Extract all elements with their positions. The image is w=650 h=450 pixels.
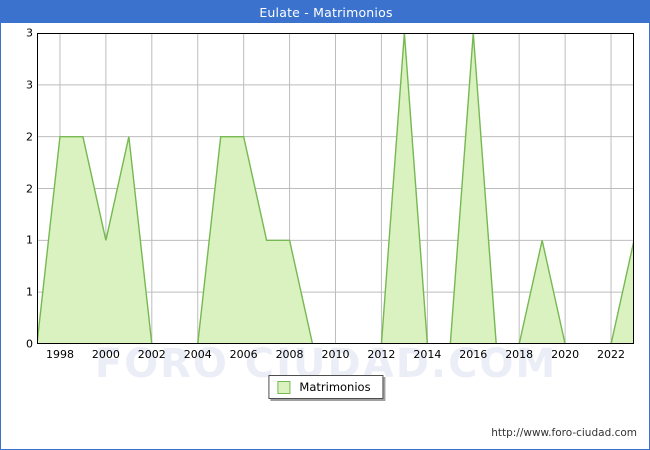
legend-label-matrimonios: Matrimonios [299,380,371,394]
series-group [37,33,634,344]
plot-frame [37,33,634,344]
x-tick-label: 2010 [321,348,350,361]
y-tick-label: 2 [26,130,33,144]
legend-swatch-matrimonios [277,380,291,394]
area-chart-svg [37,33,634,344]
y-tick-label: 2 [26,182,33,195]
series-area-0 [37,33,634,344]
y-tick-label: 1 [26,233,33,247]
y-tick-label: 0 [26,337,33,351]
y-tick-label: 3 [26,26,33,40]
chart-legend[interactable]: Matrimonios [268,375,384,399]
x-tick-label: 1998 [45,348,74,361]
x-tick-label: 2006 [229,348,258,361]
x-tick-label: 2022 [597,348,626,361]
y-tick-label: 3 [26,78,33,92]
x-tick-label: 2004 [183,348,212,361]
y-tick-label: 1 [26,285,33,299]
y-axis-labels: 0 1 1 2 2 3 3 [1,28,33,350]
page-title: Eulate - Matrimonios [259,4,393,20]
x-axis-labels: 1998 2000 2002 2004 2006 2008 2010 2012 2014 2016… [37,348,634,366]
x-tick-label: 2018 [505,348,534,361]
x-tick-label: 2002 [137,348,166,361]
x-tick-label: 2014 [413,348,442,361]
x-tick-label: 2012 [367,348,396,361]
x-tick-label: 2000 [91,348,120,361]
window-title-bar: Eulate - Matrimonios [1,1,649,23]
x-tick-label: 2016 [459,348,488,361]
series-line-0 [37,33,634,344]
source-url: http://www.foro-ciudad.com [491,427,637,439]
x-tick-label: 2008 [275,348,304,361]
x-tick-label: 2020 [551,348,580,361]
plot-region [37,33,634,344]
